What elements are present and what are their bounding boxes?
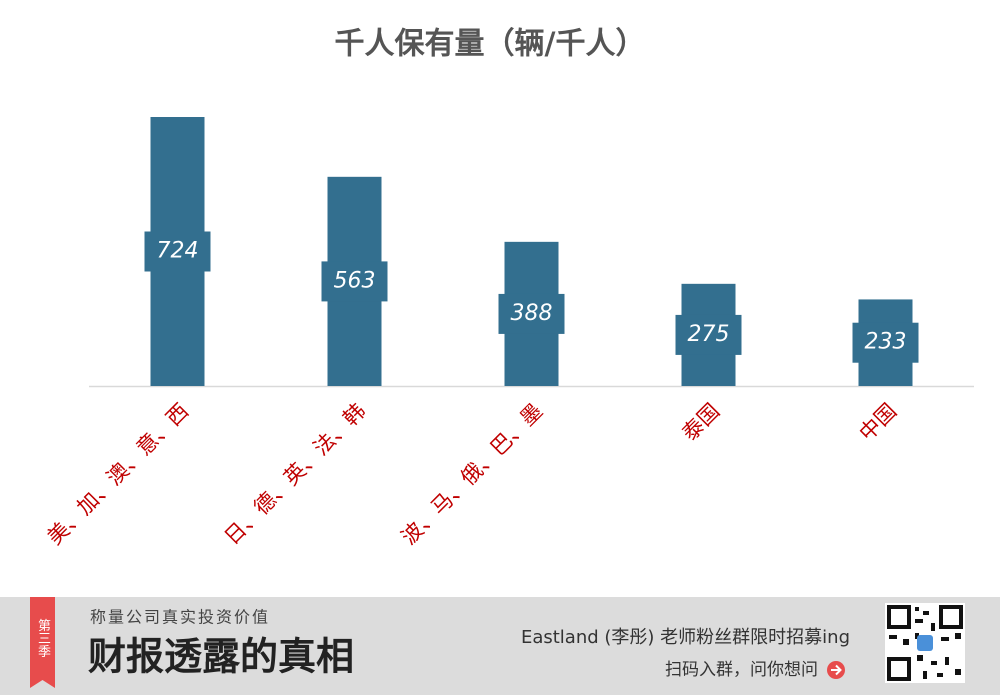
cta-text: 扫码入群，问你想问 bbox=[665, 660, 818, 680]
arrow-glyph bbox=[831, 664, 842, 676]
qr-corner bbox=[939, 605, 963, 629]
value-label: 275 bbox=[688, 322, 730, 347]
value-label-box bbox=[852, 322, 919, 363]
value-label-box bbox=[675, 314, 742, 355]
qr-corner bbox=[887, 605, 911, 629]
value-label: 563 bbox=[334, 268, 376, 293]
recruit-text: Eastland (李彤) 老师粉丝群限时招募ing bbox=[521, 627, 850, 648]
value-label-box bbox=[144, 231, 211, 272]
value-label-box bbox=[498, 293, 565, 334]
value-label: 233 bbox=[865, 330, 907, 355]
value-label-box bbox=[321, 261, 388, 302]
badge-ribbon bbox=[30, 597, 55, 688]
qr-corner bbox=[887, 657, 911, 681]
qr-dots bbox=[889, 607, 961, 679]
brand: 财报透露的真相 bbox=[88, 634, 354, 679]
slogan: 称量公司真实投资价值 bbox=[90, 608, 270, 627]
badge: 第三季 bbox=[35, 619, 51, 658]
value-label: 388 bbox=[511, 301, 553, 326]
footer-band bbox=[0, 597, 1000, 695]
footer: 第三季 称量公司真实投资价值 财报透露的真相 Eastland (李彤) 老师粉… bbox=[0, 597, 1000, 695]
qr-logo bbox=[917, 635, 933, 651]
qr-code bbox=[885, 603, 965, 683]
value-label: 724 bbox=[157, 239, 199, 264]
chart-title: 千人保有量（辆/千人） bbox=[335, 27, 646, 62]
